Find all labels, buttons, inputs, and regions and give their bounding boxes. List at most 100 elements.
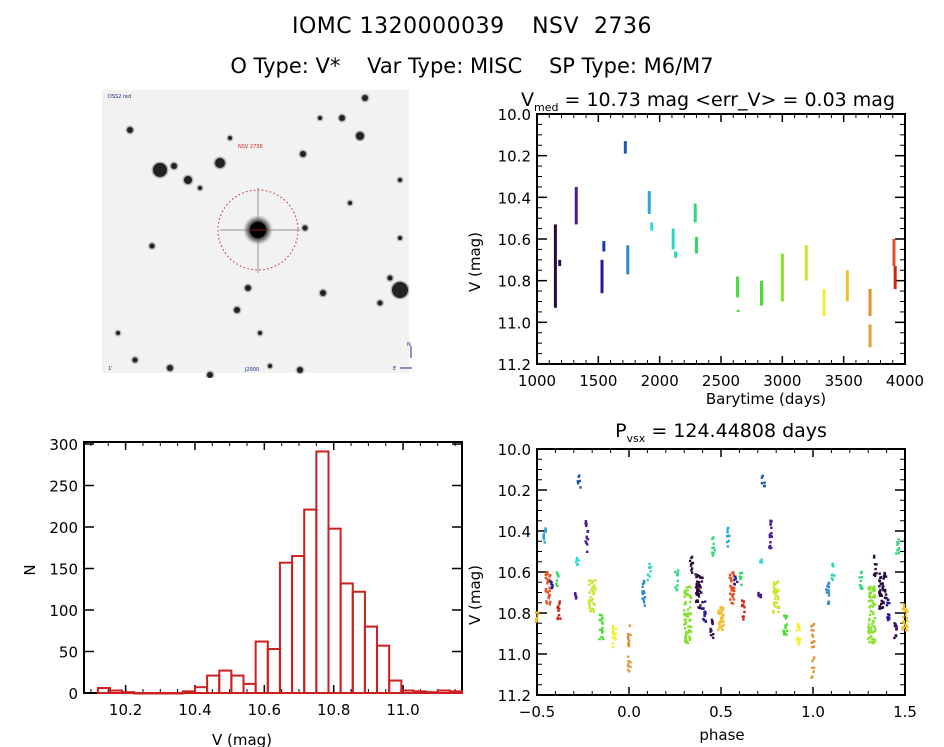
phase-point (730, 589, 733, 592)
axes-frame (536, 113, 906, 365)
phase-point (810, 666, 814, 670)
y-tick-label: 11.0 (498, 314, 531, 332)
phase-point (694, 573, 697, 576)
field-star-core (127, 127, 133, 133)
phase-point (879, 588, 882, 592)
phase-point (646, 573, 650, 576)
phase-point (601, 616, 604, 620)
phase-point (598, 618, 601, 622)
phase-point (827, 594, 831, 597)
histogram-bar (351, 590, 366, 695)
phase-point (558, 600, 561, 603)
phase-point (882, 589, 885, 592)
phase-point (776, 595, 780, 598)
phase-point (698, 575, 701, 578)
phase-point (777, 597, 780, 600)
phase-point (773, 589, 777, 592)
phase-point (687, 625, 690, 628)
phase-point (812, 670, 815, 673)
phase-point (881, 584, 885, 588)
phase-point (697, 606, 700, 609)
y-tick-label: 100 (49, 602, 78, 620)
field-star-core (387, 275, 393, 281)
phase-point (772, 590, 775, 593)
y-tick-label: 10.4 (498, 523, 531, 541)
phase-point-cluster (740, 599, 746, 621)
phase-point (694, 586, 698, 589)
phase-point (587, 583, 591, 586)
svg-text:N: N (407, 342, 411, 348)
phase-point (586, 543, 589, 546)
phase-point (783, 632, 787, 635)
phase-point (576, 563, 580, 566)
phase-point-cluster (674, 569, 680, 592)
phase-point (743, 610, 746, 614)
phase-point (719, 608, 722, 611)
phase-point-cluster (626, 655, 632, 673)
phase-point (906, 609, 909, 613)
phase-point (577, 475, 580, 478)
phase-point (643, 604, 647, 607)
field-star-core (171, 163, 177, 169)
phase-point (813, 666, 816, 669)
target-star (220, 188, 300, 273)
figure-title: IOMC 1320000039 NSV 2736 (0, 14, 944, 39)
phase-point (717, 609, 720, 612)
y-tick-label: 10.8 (498, 273, 531, 291)
phase-point (555, 582, 558, 586)
histogram-chart: 10.2 10.4 10.6 10.8 11.0 0 50 100 150 200 250 300 V… (21, 436, 464, 747)
y-tick-label: 300 (49, 436, 78, 454)
phase-point (545, 600, 548, 603)
phase-point (879, 576, 882, 579)
phase-point (712, 552, 715, 555)
phase-point (548, 586, 551, 590)
light-curve-segment (694, 236, 698, 254)
phase-point (875, 572, 878, 575)
phase-point (718, 622, 721, 625)
histogram-bar (109, 689, 124, 695)
phase-point (878, 585, 881, 588)
phase-point (688, 637, 691, 640)
phase-point (545, 571, 548, 575)
phase-point (642, 590, 646, 593)
phase-point (674, 570, 677, 574)
light-curve-segment (623, 141, 627, 154)
phase-point (869, 604, 872, 608)
phase-point (874, 627, 877, 630)
epoch-label: J2000 (244, 367, 259, 373)
phase-point (612, 634, 616, 637)
phase-point (556, 584, 559, 587)
phase-point (684, 600, 687, 604)
phase-point (740, 583, 743, 587)
phase-point (709, 627, 712, 631)
x-tick-label: 10.4 (178, 701, 211, 719)
phase-point (587, 579, 591, 582)
phase-point (774, 588, 778, 591)
phase-point (883, 588, 887, 592)
phase-point (871, 611, 875, 614)
light-curve-segment (647, 191, 651, 214)
histogram-bar (133, 692, 148, 695)
light-curve-segment (868, 289, 872, 317)
target-circle (217, 189, 299, 271)
phase-point (735, 580, 739, 584)
light-curve-plot-area: 1000 1500 2000 2500 3000 3500 4000 10.0 10.2 10.4… (498, 106, 925, 390)
phase-point (784, 626, 787, 629)
phase-point (700, 580, 704, 583)
phase-point (903, 608, 907, 612)
field-star-core (215, 158, 225, 168)
phase-point (719, 618, 723, 622)
scale-label: 1' (108, 366, 113, 372)
phase-point (872, 554, 876, 558)
phase-point (872, 637, 875, 641)
y-tick-label: 200 (49, 519, 78, 537)
phase-point (884, 593, 888, 596)
phase-point (598, 613, 602, 616)
phase-point (811, 659, 814, 662)
phase-point-cluster (810, 656, 816, 680)
histogram-bar (242, 682, 257, 694)
phase-point (901, 628, 904, 631)
phase-point (784, 624, 787, 627)
phase-point (812, 657, 816, 660)
phase-point (873, 616, 877, 620)
